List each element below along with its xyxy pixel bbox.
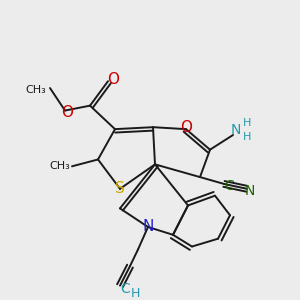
Text: N: N	[231, 123, 241, 137]
Text: CH₃: CH₃	[25, 85, 46, 95]
Text: O: O	[180, 120, 192, 135]
Text: O: O	[61, 105, 73, 120]
Text: N: N	[142, 220, 154, 235]
Text: C: C	[120, 282, 130, 296]
Text: H: H	[243, 132, 251, 142]
Text: O: O	[107, 72, 119, 87]
Text: C: C	[224, 179, 234, 193]
Text: H: H	[130, 287, 140, 300]
Text: N: N	[245, 184, 255, 198]
Text: CH₃: CH₃	[49, 161, 70, 171]
Text: S: S	[115, 181, 125, 196]
Text: H: H	[243, 118, 251, 128]
